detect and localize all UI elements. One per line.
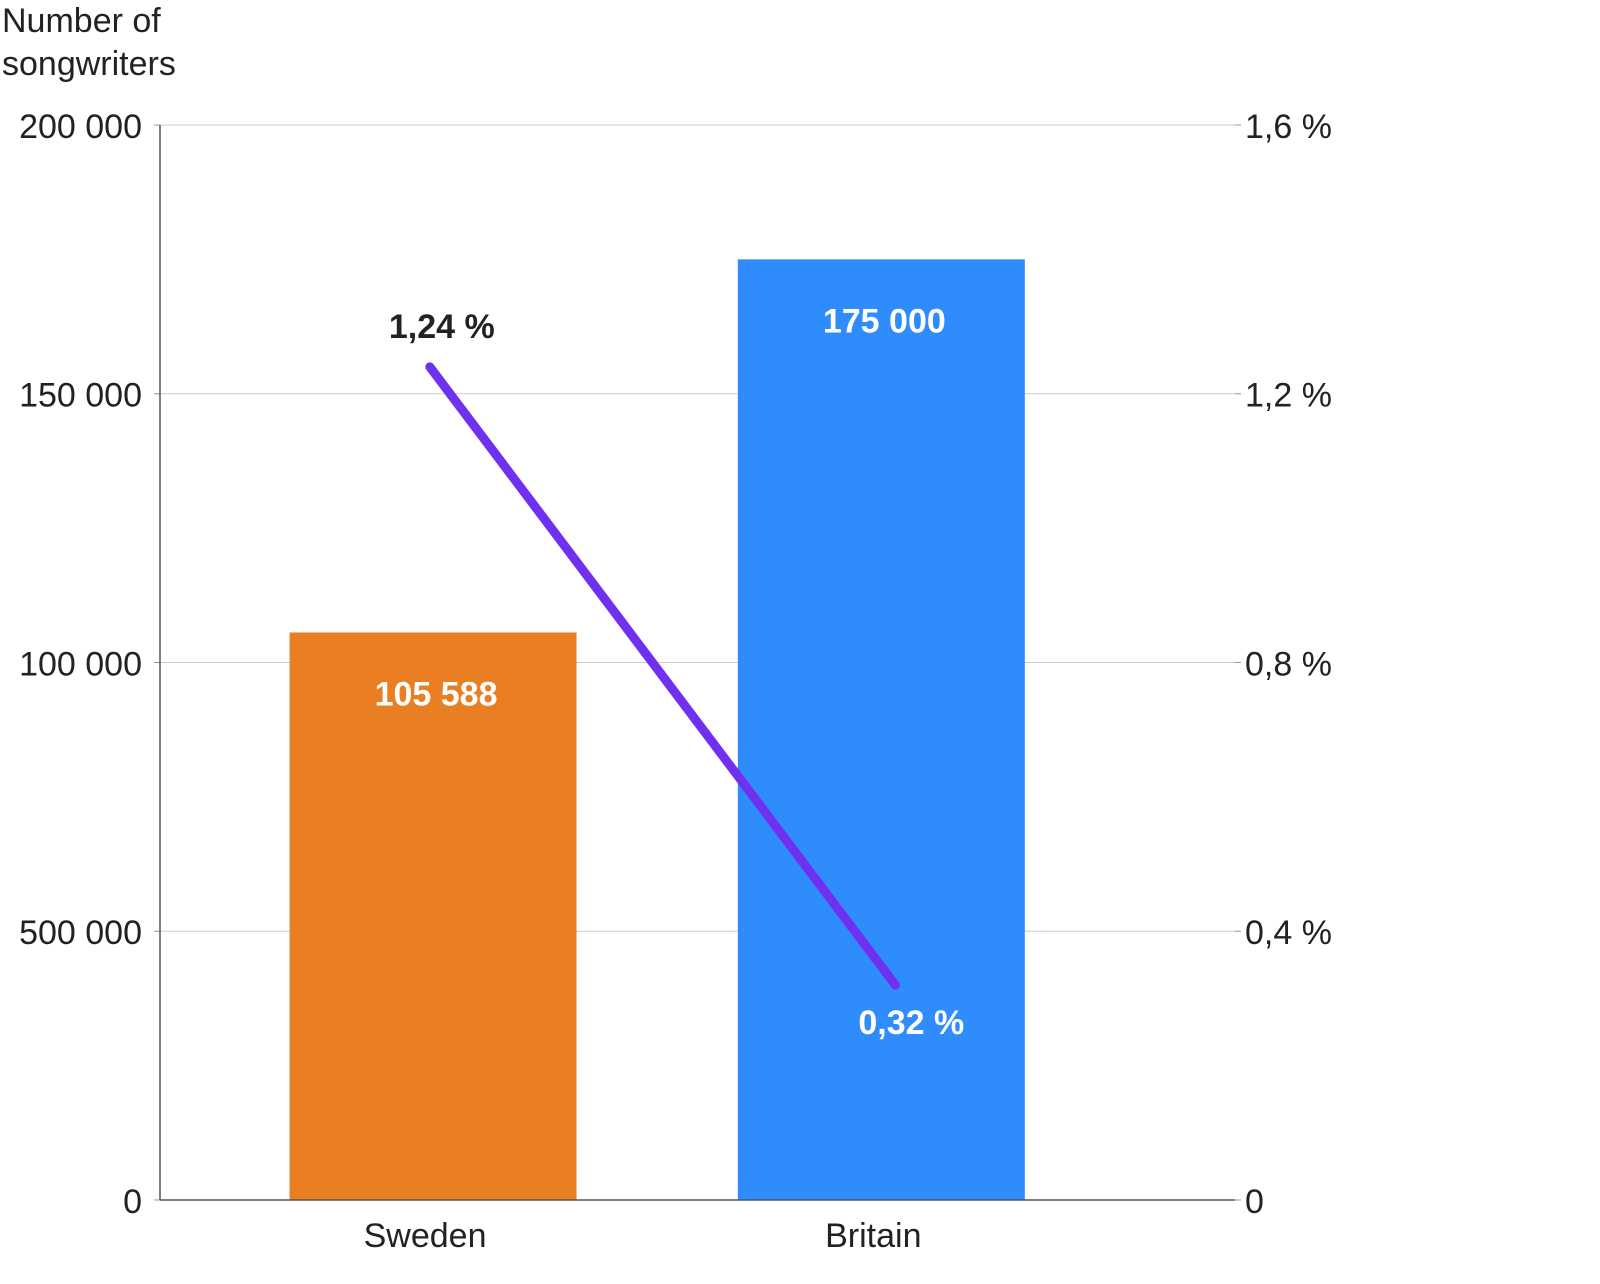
y2-tick-label: 0,8 % <box>1245 645 1332 683</box>
y2-tick-label: 1,2 % <box>1245 377 1332 415</box>
y-tick-label: 150 000 <box>19 377 142 415</box>
y-tick-label: 0 <box>123 1183 142 1221</box>
line-value-label: 1,24 % <box>389 308 495 346</box>
y-tick-label: 500 000 <box>19 914 142 952</box>
y-tick-label: 200 000 <box>19 108 142 146</box>
bar-value-label: 175 000 <box>823 302 946 340</box>
x-tick-label: Britain <box>825 1217 921 1255</box>
line <box>425 362 900 990</box>
bar-value-label: 105 588 <box>375 675 498 713</box>
y2-tick-label: 0 <box>1245 1183 1264 1221</box>
y-axis-title: Number of songwriters <box>2 2 176 83</box>
x-tick-label: Sweden <box>364 1217 487 1255</box>
y-tick-label: 100 000 <box>19 645 142 683</box>
bar <box>737 259 1025 1200</box>
line-value-label: 0,32 % <box>858 1004 964 1042</box>
bar <box>289 632 577 1200</box>
y2-tick-label: 0,4 % <box>1245 914 1332 952</box>
y2-tick-label: 1,6 % <box>1245 108 1332 146</box>
